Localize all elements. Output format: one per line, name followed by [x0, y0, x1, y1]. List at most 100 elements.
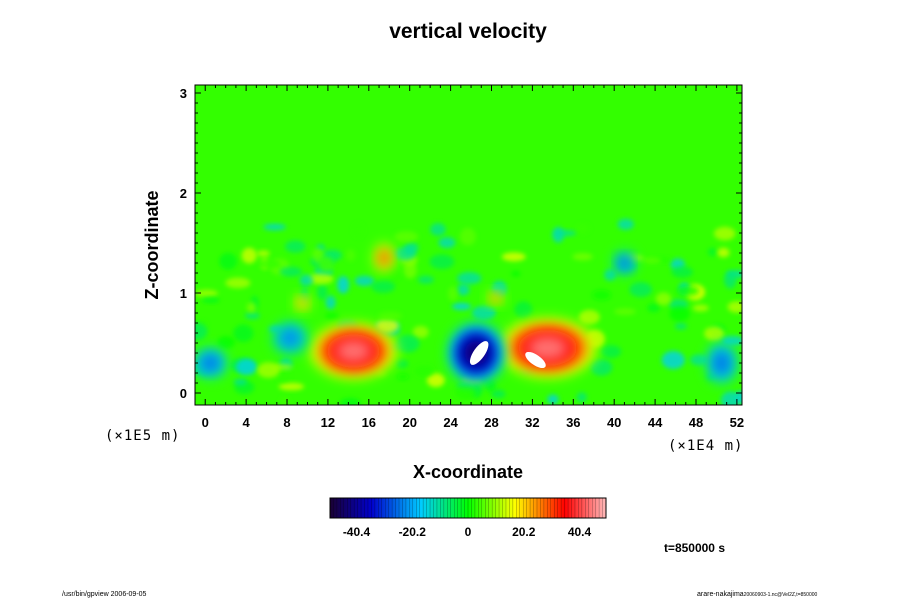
- colorbar: -40.4 -20.2 0 20.2 40.4: [329, 497, 607, 539]
- texture-cell: [233, 378, 247, 386]
- texture-cell: [426, 373, 445, 388]
- colorbar-tick-label: -40.4: [343, 525, 371, 539]
- texture-cell: [547, 394, 559, 405]
- texture-cell: [396, 373, 409, 380]
- texture-cell: [339, 398, 361, 405]
- x-tick-label: 44: [648, 415, 663, 430]
- velocity-field: [195, 218, 742, 405]
- texture-cell: [459, 227, 476, 246]
- velocity-cell: [377, 249, 391, 267]
- texture-cell: [727, 301, 742, 313]
- texture-cell: [572, 252, 593, 261]
- texture-cell: [690, 354, 708, 366]
- texture-cell: [455, 385, 476, 400]
- velocity-cell: [297, 298, 308, 308]
- texture-cell: [371, 280, 396, 293]
- colorbar-ticks: -40.4 -20.2 0 20.2 40.4: [343, 525, 592, 539]
- texture-cell: [457, 284, 470, 296]
- texture-cell: [457, 272, 482, 285]
- x-tick-label: 36: [566, 415, 580, 430]
- texture-cell: [276, 369, 291, 382]
- texture-cell: [393, 247, 416, 261]
- x-tick-label: 16: [362, 415, 376, 430]
- x-tick-label: 24: [443, 415, 458, 430]
- texture-cell: [225, 277, 251, 289]
- texture-cell: [677, 285, 699, 296]
- texture-cell: [669, 306, 690, 322]
- texture-cell: [278, 382, 305, 391]
- texture-cell: [578, 309, 600, 325]
- x-scale-label: (×1E4 m): [668, 438, 743, 454]
- texture-cell: [318, 256, 334, 273]
- colorbar-tick-label: 0: [465, 525, 472, 539]
- texture-cell: [707, 247, 718, 257]
- x-tick-label: 48: [689, 415, 703, 430]
- colorbar-stripes: [333, 498, 603, 518]
- texture-cell: [655, 292, 672, 306]
- velocity-cell: [490, 293, 501, 303]
- velocity-cell: [335, 339, 372, 363]
- texture-cell: [233, 324, 254, 343]
- x-tick-label: 32: [525, 415, 539, 430]
- texture-cell: [255, 259, 281, 269]
- texture-cell: [722, 336, 742, 346]
- texture-cell: [284, 240, 306, 253]
- texture-cell: [244, 312, 260, 319]
- texture-cell: [417, 275, 434, 284]
- plot-area: [195, 85, 742, 405]
- texture-cell: [430, 223, 446, 236]
- texture-cell: [219, 252, 238, 270]
- texture-cell: [195, 289, 219, 298]
- texture-cell: [720, 391, 741, 405]
- x-tick-label: 40: [607, 415, 621, 430]
- texture-cell: [724, 271, 737, 289]
- texture-cell: [604, 269, 617, 281]
- texture-cell: [471, 305, 496, 320]
- texture-cell: [447, 286, 458, 302]
- texture-cell: [692, 304, 709, 312]
- texture-cell: [438, 237, 456, 249]
- x-tick-label: 20: [402, 415, 416, 430]
- texture-cell: [642, 257, 662, 264]
- texture-cell: [257, 250, 270, 257]
- texture-cell: [647, 303, 660, 313]
- x-tick-label: 8: [283, 415, 290, 430]
- texture-cell: [195, 322, 208, 341]
- velocity-cell: [712, 351, 731, 375]
- texture-cell: [394, 231, 419, 243]
- texture-cell: [235, 358, 258, 376]
- texture-cell: [629, 282, 652, 298]
- footer-left: /usr/bin/gpview 2006-09-05: [62, 591, 147, 598]
- texture-cell: [241, 247, 257, 264]
- footer-right-main: arare-nakajima: [697, 591, 744, 598]
- velocity-cell: [528, 336, 568, 360]
- texture-cell: [590, 359, 613, 376]
- texture-cell: [617, 218, 634, 230]
- chart-title: vertical velocity: [389, 20, 547, 43]
- texture-cell: [600, 345, 622, 358]
- time-label: t=850000 s: [664, 541, 725, 555]
- texture-cell: [272, 364, 293, 370]
- texture-cell: [575, 223, 590, 234]
- x-axis-label: X-coordinate: [413, 462, 523, 482]
- colorbar-tick-label: 40.4: [568, 525, 592, 539]
- texture-cell: [576, 392, 587, 403]
- texture-cell: [429, 254, 455, 269]
- texture-cell: [378, 311, 402, 321]
- texture-cell: [395, 359, 409, 369]
- y-tick-label: 0: [180, 386, 187, 401]
- texture-cell: [246, 302, 257, 313]
- texture-cell: [414, 365, 435, 377]
- texture-cell: [299, 274, 314, 286]
- texture-cell: [554, 230, 577, 237]
- footer-right-small: 20060903-1.nc@Vel2Z,t=850000: [744, 592, 818, 598]
- x-tick-label: 28: [484, 415, 498, 430]
- texture-cell: [201, 297, 220, 304]
- velocity-cell: [617, 255, 632, 271]
- velocity-cell: [200, 354, 221, 372]
- extreme-core: [469, 341, 489, 365]
- texture-cell: [485, 380, 496, 392]
- texture-cell: [308, 273, 334, 285]
- texture-cell: [325, 313, 340, 320]
